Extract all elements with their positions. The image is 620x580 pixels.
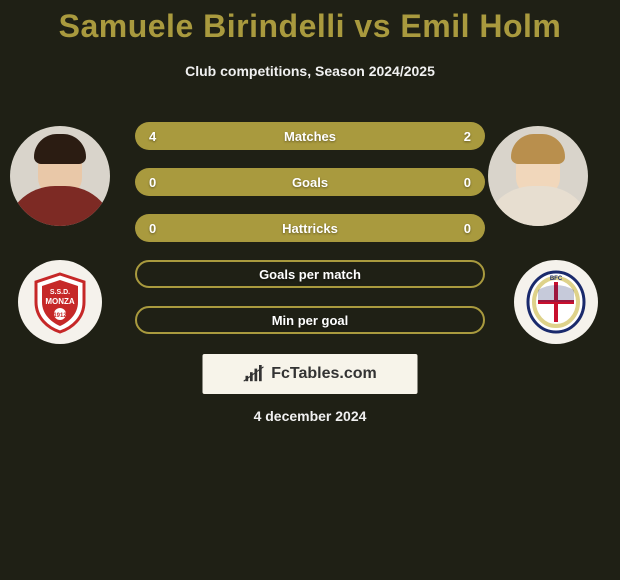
- date: 4 december 2024: [0, 408, 620, 424]
- stat-bar-matches: 4 Matches 2: [135, 122, 485, 150]
- player-right-avatar: [488, 126, 588, 226]
- stat-value-left: 4: [149, 129, 156, 144]
- subtitle: Club competitions, Season 2024/2025: [0, 63, 620, 79]
- stat-value-right: 0: [464, 221, 471, 236]
- stat-label: Goals: [292, 175, 328, 190]
- club-right-badge: BFC: [514, 260, 598, 344]
- stat-label: Hattricks: [282, 221, 338, 236]
- stat-label: Min per goal: [272, 313, 349, 328]
- shirt-icon: [10, 186, 110, 226]
- stat-bar-goals-per-match: Goals per match: [135, 260, 485, 288]
- svg-text:S.S.D.: S.S.D.: [50, 289, 70, 296]
- stat-label: Goals per match: [259, 267, 361, 282]
- monza-crest-icon: S.S.D. MONZA 1912: [28, 270, 92, 334]
- stat-bar-hattricks: 0 Hattricks 0: [135, 214, 485, 242]
- stat-value-left: 0: [149, 175, 156, 190]
- stat-bar-min-per-goal: Min per goal: [135, 306, 485, 334]
- stat-value-left: 0: [149, 221, 156, 236]
- watermark: FcTables.com: [203, 354, 418, 394]
- hair-icon: [511, 134, 565, 164]
- page-title: Samuele Birindelli vs Emil Holm: [0, 0, 620, 45]
- stat-bar-goals: 0 Goals 0: [135, 168, 485, 196]
- player-left-avatar: [10, 126, 110, 226]
- svg-text:BFC: BFC: [550, 276, 563, 282]
- bar-chart-icon: [243, 365, 265, 383]
- stat-value-right: 0: [464, 175, 471, 190]
- club-left-badge: S.S.D. MONZA 1912: [18, 260, 102, 344]
- shirt-icon: [488, 186, 588, 226]
- stat-bars: 4 Matches 2 0 Goals 0 0 Hattricks 0 Goal…: [135, 122, 485, 334]
- svg-text:1912: 1912: [53, 313, 67, 319]
- watermark-text: FcTables.com: [271, 365, 377, 383]
- stat-value-right: 2: [464, 129, 471, 144]
- stat-label: Matches: [284, 129, 336, 144]
- svg-text:MONZA: MONZA: [45, 297, 75, 306]
- bologna-crest-icon: BFC: [524, 270, 588, 334]
- hair-icon: [34, 134, 86, 164]
